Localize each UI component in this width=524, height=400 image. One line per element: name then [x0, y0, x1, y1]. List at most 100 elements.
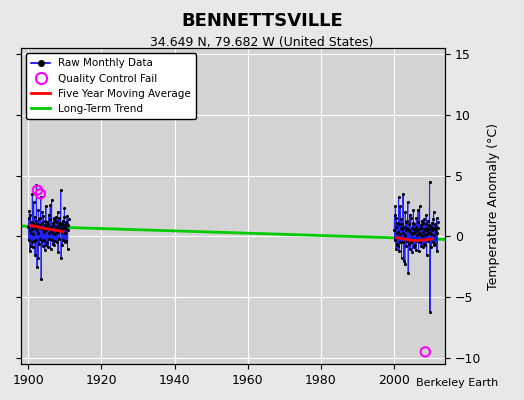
- Point: [36, 215, 45, 221]
- Point: [48, 197, 56, 203]
- Point: [427, 231, 435, 237]
- Point: [413, 238, 421, 244]
- Point: [37, 225, 46, 231]
- Point: [54, 249, 62, 255]
- Point: [25, 208, 34, 214]
- Point: [55, 215, 63, 221]
- Point: [426, 230, 434, 236]
- Point: [411, 242, 419, 248]
- Point: [408, 220, 417, 226]
- Point: [27, 219, 36, 225]
- Point: [423, 231, 431, 237]
- Point: [46, 216, 54, 222]
- Point: [37, 194, 45, 201]
- Point: [398, 226, 406, 232]
- Point: [409, 230, 417, 236]
- Point: [34, 206, 42, 213]
- Point: [400, 258, 408, 264]
- Point: [397, 255, 406, 262]
- Point: [53, 219, 61, 225]
- Point: [52, 214, 60, 220]
- Point: [415, 226, 423, 232]
- Point: [422, 221, 430, 228]
- Point: [46, 225, 54, 231]
- Point: [391, 224, 400, 230]
- Point: [428, 227, 436, 234]
- Point: [406, 228, 414, 235]
- Point: [409, 206, 418, 213]
- Point: [32, 237, 40, 243]
- Point: [395, 194, 403, 201]
- Point: [49, 215, 58, 221]
- Point: [31, 225, 40, 231]
- Point: [47, 245, 55, 252]
- Point: [48, 237, 56, 243]
- Point: [29, 231, 38, 237]
- Point: [50, 231, 58, 237]
- Point: [51, 238, 60, 244]
- Point: [404, 270, 412, 276]
- Point: [432, 224, 441, 230]
- Point: [402, 238, 411, 244]
- Point: [401, 227, 410, 234]
- Point: [414, 248, 423, 254]
- Point: [414, 230, 423, 236]
- Point: [35, 240, 43, 247]
- Point: [47, 224, 56, 230]
- Point: [432, 215, 441, 221]
- Point: [390, 211, 399, 218]
- Point: [421, 232, 429, 238]
- Point: [408, 249, 417, 255]
- Point: [56, 224, 64, 230]
- Point: [39, 212, 48, 219]
- Text: BENNETTSVILLE: BENNETTSVILLE: [181, 12, 343, 30]
- Point: [413, 227, 422, 234]
- Point: [405, 227, 413, 234]
- Point: [28, 239, 36, 246]
- Point: [26, 230, 35, 236]
- Point: [58, 228, 67, 235]
- Point: [420, 240, 428, 247]
- Point: [45, 236, 53, 242]
- Point: [37, 276, 45, 282]
- Point: [44, 244, 52, 250]
- Point: [396, 239, 405, 246]
- Point: [63, 227, 72, 234]
- Point: [401, 209, 409, 215]
- Point: [406, 245, 414, 252]
- Point: [424, 238, 432, 244]
- Point: [49, 240, 57, 247]
- Point: [402, 243, 410, 249]
- Point: [421, 242, 429, 248]
- Point: [36, 236, 44, 242]
- Point: [59, 237, 68, 243]
- Point: [420, 226, 428, 232]
- Point: [40, 222, 49, 229]
- Legend: Raw Monthly Data, Quality Control Fail, Five Year Moving Average, Long-Term Tren: Raw Monthly Data, Quality Control Fail, …: [26, 53, 196, 119]
- Point: [29, 199, 38, 206]
- Point: [58, 221, 66, 228]
- Point: [27, 226, 36, 232]
- Point: [419, 228, 427, 235]
- Point: [399, 230, 408, 236]
- Point: [422, 211, 431, 218]
- Point: [32, 182, 40, 188]
- Point: [35, 216, 43, 222]
- Point: [40, 228, 48, 235]
- Point: [431, 240, 440, 247]
- Point: [63, 245, 72, 252]
- Point: [398, 221, 407, 228]
- Point: [391, 203, 399, 209]
- Point: [401, 261, 409, 268]
- Point: [62, 226, 71, 232]
- Point: [411, 228, 419, 235]
- Point: [433, 248, 441, 254]
- Point: [54, 228, 62, 235]
- Point: [394, 243, 402, 249]
- Point: [397, 225, 405, 231]
- Point: [397, 216, 406, 222]
- Point: [421, 227, 430, 234]
- Point: [35, 224, 43, 230]
- Point: [61, 224, 70, 230]
- Point: [27, 243, 35, 249]
